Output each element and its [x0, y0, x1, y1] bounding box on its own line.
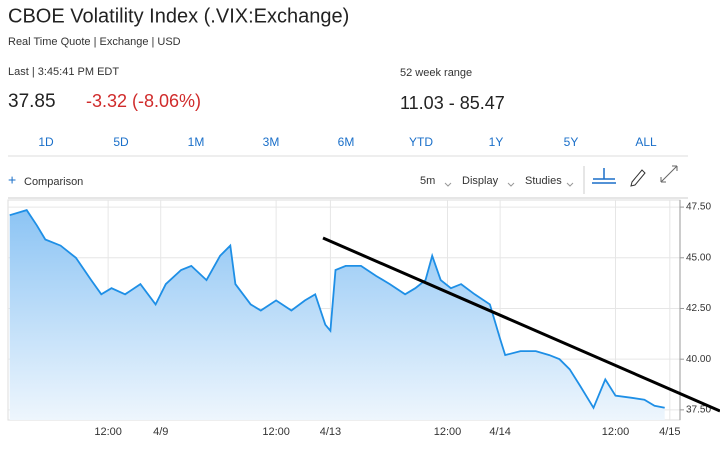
x-tick-label: 12:00 [94, 426, 122, 438]
range-button[interactable]: 1M [188, 135, 205, 149]
range: 11.03 - 85.47 [400, 93, 505, 113]
price: 37.85 [8, 91, 56, 112]
range-buttons: 1D 5D 1M 3M 6M YTD 1Y 5Y ALL [38, 135, 657, 149]
x-tick-label: 4/13 [320, 426, 341, 438]
plot: 37.50 40.00 42.50 45.00 47.50 12:00 4/9 12:00 4/… [7, 199, 711, 438]
x-tick-label: 4/14 [489, 426, 510, 438]
expand-icon[interactable] [660, 165, 678, 183]
title: CBOE Volatility Index (.VIX:Exchange) [8, 5, 349, 27]
range-button[interactable]: ALL [635, 135, 657, 149]
comparison[interactable]: Comparison [24, 176, 83, 188]
y-tick-label: 40.00 [686, 354, 711, 365]
studies[interactable]: Studies [525, 175, 562, 187]
range-button[interactable]: 6M [338, 135, 355, 149]
plus-icon[interactable]: + [8, 172, 16, 188]
dropdown-icons [444, 182, 574, 187]
range-button[interactable]: 5D [113, 135, 129, 149]
pencil-icon[interactable] [630, 169, 646, 187]
y-tick-label: 42.50 [686, 303, 711, 314]
x-tick-label: 12:00 [262, 426, 290, 438]
x-tick-label: 12:00 [434, 426, 462, 438]
display[interactable]: Display [462, 175, 499, 187]
range-button[interactable]: 1D [38, 135, 54, 149]
range-button[interactable]: 1Y [489, 135, 504, 149]
change: -3.32 (-8.06%) [86, 91, 201, 111]
range-button[interactable]: YTD [409, 135, 433, 149]
range-label: 52 week range [400, 67, 472, 79]
y-tick-label: 47.50 [686, 202, 711, 213]
x-tick-label: 12:00 [602, 426, 630, 438]
subtitle: Real Time Quote | Exchange | USD [8, 36, 181, 48]
x-tick-label: 4/9 [153, 426, 168, 438]
range-button[interactable]: 3M [263, 135, 280, 149]
line [9, 209, 665, 410]
area [9, 210, 665, 420]
draw-icon[interactable] [592, 168, 616, 184]
y-tick-label: 37.50 [686, 405, 711, 416]
interval[interactable]: 5m [420, 175, 435, 187]
range-button[interactable]: 5Y [564, 135, 579, 149]
last-label: Last | 3:45:41 PM EDT [8, 66, 119, 78]
trend-line [322, 236, 720, 413]
x-tick-label: 4/15 [659, 426, 680, 438]
y-tick-label: 45.00 [686, 252, 711, 263]
